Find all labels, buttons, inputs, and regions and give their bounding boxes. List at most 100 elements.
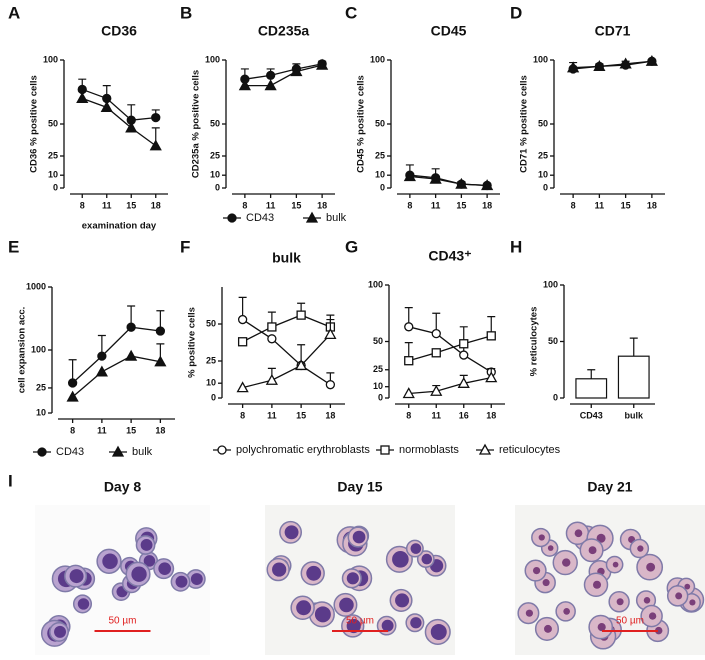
y-tick-label: 0 (378, 392, 383, 402)
nucleus (158, 562, 172, 576)
data-point (125, 121, 138, 133)
series-line (408, 377, 492, 395)
legend-label: polychromatic erythroblasts (236, 444, 370, 456)
nucleus (562, 558, 571, 567)
nucleus (542, 579, 550, 587)
legend-marker (37, 447, 47, 457)
data-point (155, 326, 166, 336)
nucleus (648, 612, 657, 620)
nucleus (675, 592, 683, 600)
y-tick-label: 25 (206, 355, 216, 365)
data-point (481, 179, 494, 191)
nucleus (646, 562, 656, 572)
data-point (237, 314, 248, 325)
chart-title: CD43⁺ (428, 248, 471, 264)
bar (575, 378, 608, 399)
nucleus (190, 573, 203, 585)
data-point (619, 57, 632, 69)
x-tick-label: 8 (240, 410, 245, 420)
y-tick-label: 25 (36, 382, 46, 392)
nucleus (684, 583, 691, 590)
y-tick-label: 50 (538, 118, 548, 128)
y-tick-label: 10 (373, 381, 383, 391)
data-point (264, 79, 277, 91)
data-point (67, 378, 78, 388)
data-point (645, 54, 658, 66)
nucleus (143, 555, 156, 567)
legend-marker (305, 211, 319, 223)
series-line (82, 88, 156, 121)
nucleus (538, 534, 545, 541)
legend-label: normoblasts (399, 444, 459, 456)
nucleus (612, 561, 619, 568)
series-line (408, 326, 492, 373)
panel-letter: B (180, 3, 192, 22)
image-title: Day 8 (104, 479, 142, 495)
nucleus (654, 626, 663, 635)
x-tick-label: 15 (291, 200, 301, 210)
y-tick-label: 0 (380, 182, 385, 192)
y-tick-label: 0 (215, 182, 220, 192)
data-point (459, 350, 469, 360)
nucleus (563, 608, 570, 615)
legend-label: bulk (326, 212, 347, 224)
data-point (237, 337, 248, 347)
data-point (296, 310, 306, 320)
x-tick-label: 18 (486, 410, 496, 420)
nucleus (296, 600, 312, 616)
nucleus (381, 619, 394, 632)
y-tick-label: 0 (53, 182, 58, 192)
x-axis-label: examination day (82, 221, 157, 232)
data-point (431, 328, 441, 339)
data-point (95, 365, 108, 377)
data-point (290, 65, 303, 77)
nucleus (547, 545, 554, 551)
y-tick-label: 100 (31, 344, 46, 354)
bar (617, 355, 650, 399)
y-tick-label: 100 (205, 54, 220, 64)
y-tick-label: 1000 (26, 281, 46, 291)
data-point (457, 376, 470, 388)
panel-letter: F (180, 237, 190, 256)
y-tick-label: 50 (375, 118, 385, 128)
nucleus (102, 553, 118, 570)
y-tick-label: 10 (538, 170, 548, 180)
series-line (82, 97, 157, 147)
data-point (76, 92, 89, 104)
nucleus (140, 539, 153, 551)
nucleus (596, 533, 606, 543)
nucleus (339, 597, 354, 613)
y-tick-label: 100 (368, 279, 383, 289)
x-tick-label: 18 (325, 410, 335, 420)
y-tick-label: 25 (538, 150, 548, 160)
legend-label: bulk (132, 446, 153, 458)
panel-letter: C (345, 3, 357, 22)
data-point (66, 390, 79, 402)
series-line (242, 314, 331, 343)
scale-bar-label: 50 µm (616, 616, 644, 627)
nucleus (643, 597, 651, 604)
panel-letter: D (510, 3, 522, 22)
legend-marker (217, 445, 227, 455)
chart-title: CD235a (258, 23, 310, 39)
data-point (100, 101, 113, 113)
nucleus (392, 551, 409, 568)
y-tick-label: 0 (543, 182, 548, 192)
legend-marker (478, 443, 492, 455)
legend-marker (111, 445, 125, 457)
x-tick-label: 15 (126, 200, 136, 210)
nucleus (410, 543, 422, 554)
nucleus (395, 593, 410, 608)
nucleus (346, 618, 361, 634)
data-point (593, 60, 606, 72)
y-tick-label: 0 (211, 392, 216, 402)
x-tick-label: 18 (155, 425, 165, 435)
data-point (325, 380, 336, 390)
y-axis-label: CD45 % positive cells (356, 75, 367, 173)
chart-title: bulk (272, 250, 301, 266)
series-line (408, 335, 492, 362)
data-point (125, 349, 138, 361)
nucleus (574, 529, 583, 538)
x-tick-label: 15 (456, 200, 466, 210)
